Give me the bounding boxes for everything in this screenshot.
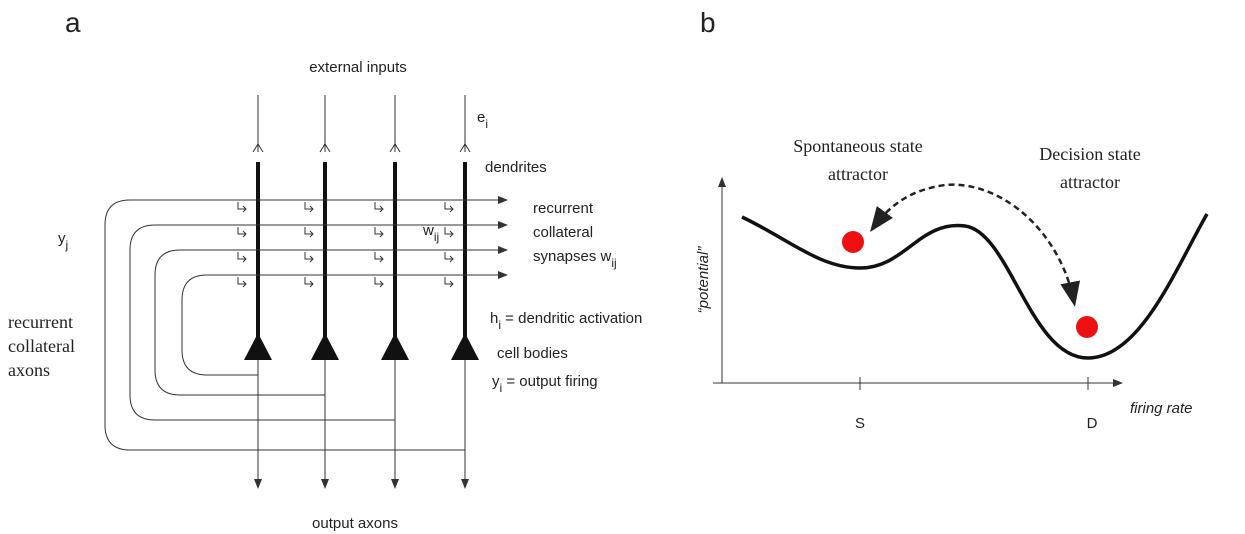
external-inputs: external inputs: [309, 59, 407, 76]
synapse: [237, 277, 247, 288]
panel-label: a: [65, 7, 81, 38]
synapse: [374, 277, 384, 288]
input-label-base: e: [477, 109, 485, 126]
cell-body: [451, 333, 479, 360]
cell-bodies-label: cell bodies: [497, 345, 568, 362]
x-axis-label: firing rate: [1130, 400, 1193, 417]
input-arrow: [459, 143, 471, 153]
transition-arrow: [870, 183, 1080, 307]
synapse: [237, 227, 247, 238]
synapse: [374, 227, 384, 238]
synapses-label: recurrent: [533, 200, 594, 217]
activation-label-rest: = dendritic activation: [501, 310, 642, 327]
input-arrow: [252, 143, 264, 153]
activation-label-sub: i: [498, 318, 501, 332]
synapses-label: synapses wij: [533, 248, 617, 270]
input-label: ei: [477, 109, 488, 131]
recurrent-collateral: [129, 221, 508, 421]
spontaneous-ball: [842, 231, 864, 253]
tick-label: D: [1087, 415, 1098, 432]
synapse: [374, 252, 384, 263]
axons-label: axons: [8, 360, 50, 380]
synapse: [304, 252, 314, 263]
weight-label: wij: [422, 222, 439, 244]
panel-b: b Spontaneous state attractor Decision stat…: [695, 7, 1209, 432]
tick-label: S: [855, 415, 865, 432]
firing-label: yi = output firing: [492, 373, 598, 395]
weight-label-base: w: [422, 222, 434, 239]
synapse: [444, 202, 454, 213]
firing-label-base: y: [492, 373, 500, 390]
cell-body: [244, 333, 272, 360]
cell-body: [381, 333, 409, 360]
decision-label: attractor: [1060, 172, 1120, 192]
synapse: [444, 252, 454, 263]
presyn-label-base: y: [58, 230, 66, 247]
recurrent-collateral: [154, 246, 508, 396]
y-axis-label: “potential”: [695, 246, 712, 314]
synapse: [304, 277, 314, 288]
synapse: [444, 227, 454, 238]
firing-label-rest: = output firing: [502, 373, 597, 390]
synapse: [304, 227, 314, 238]
spontaneous-label: Spontaneous state: [793, 136, 922, 156]
recurrent-collateral: [181, 271, 508, 376]
input-arrow: [319, 143, 331, 153]
firing-label-sub: i: [500, 381, 503, 395]
cell-body: [311, 333, 339, 360]
synapses-sub: ij: [611, 256, 616, 270]
synapse: [374, 202, 384, 213]
recurrent-collateral: [104, 196, 508, 451]
spontaneous-label: attractor: [828, 164, 888, 184]
decision-ball: [1076, 316, 1098, 338]
output-axons: output axons: [312, 515, 398, 532]
input-label-sub: i: [485, 117, 488, 131]
activation-label: hi = dendritic activation: [490, 310, 642, 332]
presyn-label: yj: [58, 230, 68, 252]
synapse: [304, 202, 314, 213]
synapse: [237, 202, 247, 213]
synapse: [444, 277, 454, 288]
presyn-label-sub: j: [65, 238, 69, 252]
input-arrow: [389, 143, 401, 153]
activation-label-base: h: [490, 310, 498, 327]
weight-label-sub: ij: [434, 230, 439, 244]
panel-label: b: [700, 7, 716, 38]
decision-label: Decision state: [1039, 144, 1140, 164]
axons-label: recurrent: [8, 312, 73, 332]
synapse: [237, 252, 247, 263]
dendrites-label: dendrites: [485, 159, 547, 176]
potential-curve: [741, 213, 1209, 360]
axons-label: collateral: [8, 336, 75, 356]
synapses-label: collateral: [533, 224, 593, 241]
